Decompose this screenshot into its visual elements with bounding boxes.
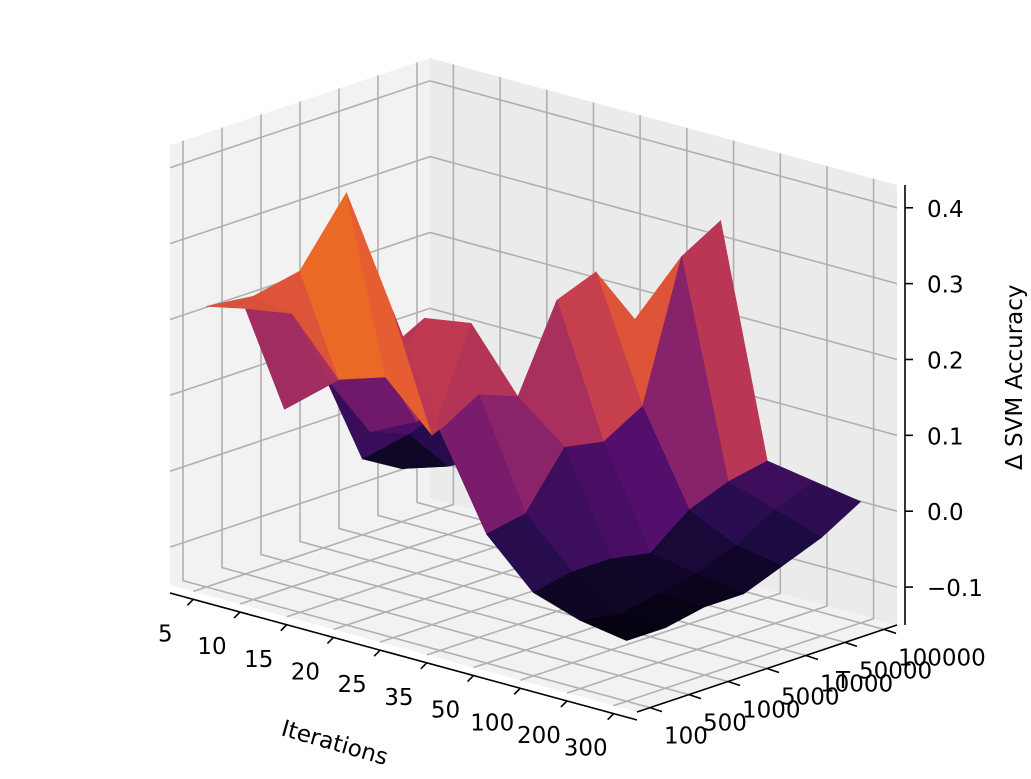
x-tick-label: 5 xyxy=(158,621,173,647)
y-axis-label: T xyxy=(835,668,851,694)
z-tick-label: 0.3 xyxy=(927,273,964,299)
x-tick xyxy=(560,700,568,708)
y-tick xyxy=(805,654,819,661)
tick-labels: 5 10 15 20 25 35 50 100 200 300 100500100050001000… xyxy=(158,197,986,762)
x-tick xyxy=(373,649,381,657)
y-tick xyxy=(844,641,858,648)
y-tick-label: 500 xyxy=(703,711,747,737)
y-tick-label: 100 xyxy=(664,724,708,750)
y-tick xyxy=(766,667,780,674)
surface-plot xyxy=(206,191,862,641)
y-tick xyxy=(727,680,741,687)
grid-line-x xyxy=(566,166,828,694)
y-tick xyxy=(649,706,663,713)
z-tick-label: −0.1 xyxy=(927,576,983,602)
grid-line-x xyxy=(520,153,782,682)
y-tick-label: 5000 xyxy=(781,685,840,711)
grid-line-x xyxy=(193,64,455,593)
x-tick-label: 15 xyxy=(244,647,273,673)
x-tick-label: 20 xyxy=(291,659,320,685)
x-tick xyxy=(420,662,428,670)
y-tick-label: 1000 xyxy=(742,698,801,724)
axes-lines xyxy=(169,185,913,721)
surface-patch xyxy=(578,614,667,641)
x-tick-label: 25 xyxy=(338,672,367,698)
x-tick-label: 50 xyxy=(431,698,460,724)
grid-line-z xyxy=(169,155,898,285)
grid-line-y xyxy=(260,114,729,683)
x-tick-label: 10 xyxy=(197,634,226,660)
x-tick-label: 300 xyxy=(564,736,608,762)
z-tick-label: 0.4 xyxy=(927,197,964,223)
grid-line-x xyxy=(613,178,875,707)
y-tick-label: 100000 xyxy=(898,645,986,671)
grid-line-z xyxy=(169,79,898,209)
x-tick xyxy=(466,674,475,683)
x-axis-label: Iterations xyxy=(278,716,390,771)
x-axis-line xyxy=(169,592,638,721)
x-tick xyxy=(326,636,335,645)
x-tick xyxy=(280,624,288,632)
z-axis-label: Δ SVM Accuracy xyxy=(1002,284,1028,470)
y-tick xyxy=(688,693,702,700)
x-tick-label: 35 xyxy=(384,685,413,711)
y-tick xyxy=(883,628,897,635)
y-tick-label: 10000 xyxy=(820,671,893,697)
z-tick-label: 0.0 xyxy=(927,500,964,526)
x-tick-label: 100 xyxy=(470,710,514,736)
x-tick xyxy=(607,713,615,721)
z-tick-label: 0.1 xyxy=(927,424,964,450)
y-tick-label: 50000 xyxy=(859,658,932,684)
x-tick-label: 200 xyxy=(517,723,561,749)
x-tick xyxy=(186,598,194,606)
grid-line-y xyxy=(182,140,651,709)
grid-line-y xyxy=(221,127,690,696)
x-tick xyxy=(513,687,521,695)
grid-line-z xyxy=(169,231,898,361)
x-tick xyxy=(233,611,241,619)
z-tick-label: 0.2 xyxy=(927,348,964,374)
